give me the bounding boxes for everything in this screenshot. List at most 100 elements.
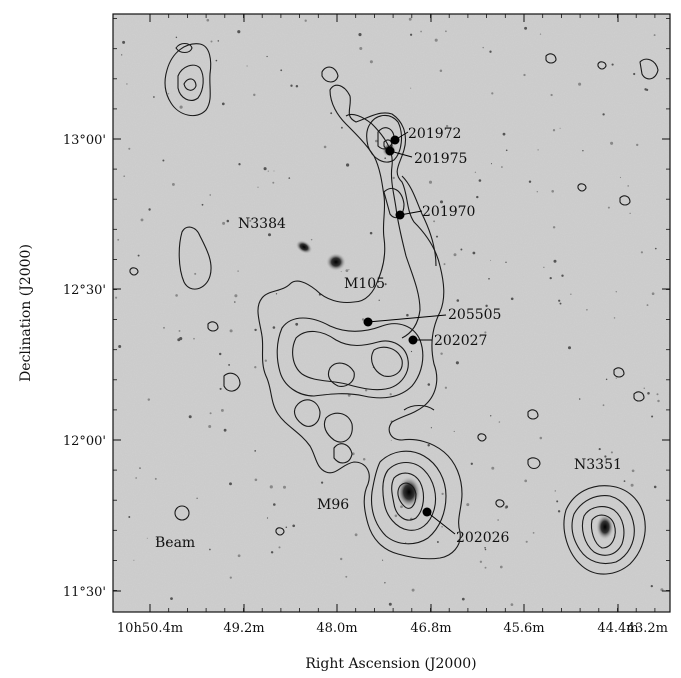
sky-speck — [340, 126, 343, 129]
sky-speck — [610, 141, 614, 145]
sky-speck — [272, 181, 275, 184]
sky-speck — [295, 322, 299, 326]
y-tick-label-2: 12°00' — [63, 434, 106, 449]
sky-speck — [490, 259, 492, 261]
sky-speck — [484, 548, 487, 551]
sky-speck — [488, 277, 490, 280]
sky-speck — [650, 584, 653, 588]
sky-speck — [118, 345, 122, 348]
galaxy-label-m96: M96 — [317, 497, 349, 513]
sky-speck — [117, 238, 120, 241]
sky-speck — [389, 393, 392, 396]
x-axis-title: Right Ascension (J2000) — [305, 656, 476, 672]
sky-speck — [434, 38, 438, 42]
sky-speck — [643, 387, 645, 389]
sky-speck — [148, 208, 151, 211]
sky-speck — [559, 302, 562, 305]
sky-speck — [384, 582, 386, 584]
sky-speck — [578, 398, 581, 400]
sky-speck — [378, 299, 380, 301]
sky-speck — [433, 220, 436, 223]
sky-speck — [651, 292, 655, 296]
sky-speck — [278, 546, 281, 549]
leader-201975 — [389, 150, 413, 158]
sky-speck — [267, 170, 269, 172]
sky-speck — [556, 500, 559, 503]
sky-speck — [502, 132, 506, 136]
sky-speck — [146, 537, 148, 539]
sky-speck — [657, 399, 660, 403]
sky-speck — [218, 352, 222, 356]
sky-speck — [215, 59, 218, 62]
sky-speck — [254, 328, 257, 332]
galaxy-blob-m105 — [326, 253, 346, 271]
sky-speck — [194, 272, 197, 275]
sky-speck — [484, 331, 487, 334]
sky-speck — [651, 415, 654, 418]
sky-speck — [310, 238, 313, 241]
sky-speck — [524, 479, 528, 483]
galaxy-blob-m96 — [397, 476, 421, 508]
sky-speck — [427, 444, 430, 447]
y-axis-title: Declination (J2000) — [18, 244, 34, 382]
sky-speck — [222, 221, 226, 225]
sky-speck — [128, 516, 131, 518]
sky-speck — [499, 565, 503, 569]
sky-speck — [644, 88, 647, 91]
sky-speck — [647, 392, 650, 395]
sky-speck — [345, 269, 349, 272]
sky-speck — [285, 526, 288, 529]
sky-speck — [272, 326, 276, 329]
sky-speck — [490, 163, 493, 165]
sky-speck — [498, 421, 501, 423]
sky-speck — [629, 212, 631, 214]
sky-speck — [320, 481, 324, 484]
x-tick-label-3: 46.8m — [410, 621, 451, 636]
sky-speck — [654, 247, 657, 250]
sky-speck — [528, 180, 532, 183]
sky-speck — [615, 291, 617, 293]
sky-speck — [220, 408, 224, 412]
sky-speck — [123, 175, 126, 178]
sky-speck — [430, 427, 432, 429]
y-tick-label-1: 12°30' — [63, 283, 106, 298]
sky-speck — [445, 30, 447, 33]
sky-speck — [435, 235, 439, 238]
sky-speck — [323, 145, 327, 149]
sky-speck — [607, 206, 610, 209]
sky-speck — [582, 150, 584, 152]
sky-speck — [133, 559, 135, 561]
beam-label: Beam — [155, 535, 195, 551]
sky-speck — [139, 467, 141, 469]
sky-speck — [631, 469, 635, 473]
sky-speck — [249, 219, 252, 222]
sky-speck — [162, 159, 165, 162]
sky-speck — [489, 50, 492, 53]
sky-speck — [295, 85, 299, 88]
sky-speck — [441, 525, 443, 528]
sky-speck — [640, 251, 644, 254]
sky-speck — [209, 194, 211, 196]
sky-speck — [257, 186, 259, 188]
sky-speck — [292, 524, 296, 528]
sky-speck — [221, 102, 225, 106]
sky-speck — [598, 448, 601, 451]
sky-speck — [484, 566, 487, 569]
sky-speck — [653, 485, 657, 489]
sky-speck — [550, 93, 553, 97]
sky-speck — [611, 63, 614, 66]
sky-speck — [153, 96, 155, 98]
sky-speck — [137, 254, 140, 257]
sky-speck — [474, 171, 477, 173]
sky-speck — [209, 548, 211, 551]
sky-speck — [237, 270, 239, 272]
sky-speck — [455, 361, 459, 365]
sky-speck — [633, 72, 636, 76]
sky-speck — [340, 557, 343, 561]
sky-speck — [552, 129, 556, 132]
sky-speck — [410, 350, 413, 353]
sky-speck — [171, 182, 175, 186]
sky-speck — [170, 597, 173, 600]
x-tick-label-4: 45.6m — [503, 621, 544, 636]
